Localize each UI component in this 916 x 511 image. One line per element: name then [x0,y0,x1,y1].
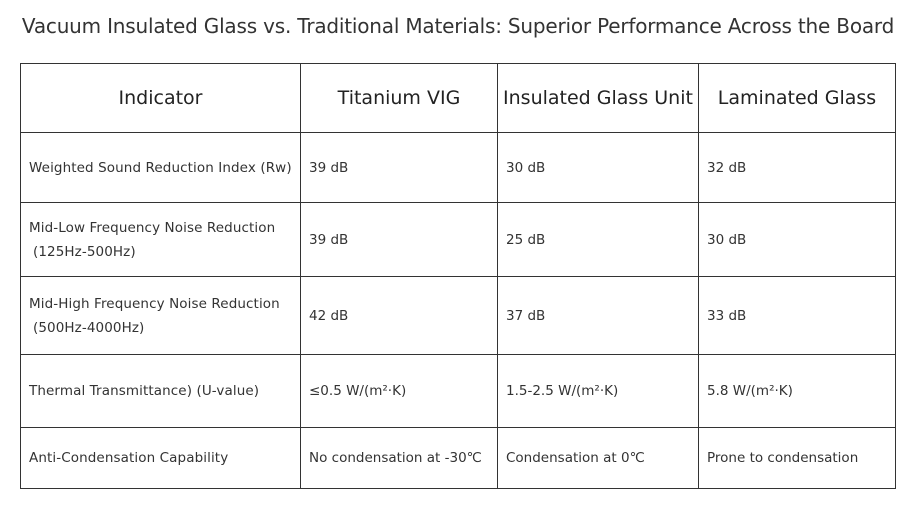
column-header-indicator: Indicator [20,63,301,133]
indicator-label: Mid-High Frequency Noise Reduction [29,295,280,312]
column-header-insulated-glass-unit: Insulated Glass Unit [497,63,699,133]
titanium-vig-value: No condensation at -30℃ [300,427,498,489]
insulated-glass-unit-value: 1.5-2.5 W/(m²·K) [497,354,699,428]
indicator-label: Weighted Sound Reduction Index (Rw) [29,159,292,176]
titanium-vig-value: 42 dB [300,276,498,355]
table-row: Weighted Sound Reduction Index (Rw) 39 d… [20,132,896,203]
indicator-cell: Mid-High Frequency Noise Reduction (500H… [20,276,301,355]
indicator-sublabel: (500Hz-4000Hz) [33,319,145,336]
insulated-glass-unit-value: 37 dB [497,276,699,355]
titanium-vig-value: 39 dB [300,132,498,203]
indicator-cell: Weighted Sound Reduction Index (Rw) [20,132,301,203]
column-header-titanium-vig: Titanium VIG [300,63,498,133]
indicator-label: Thermal Transmittance) (U-value) [29,383,260,399]
indicator-sublabel: (125Hz-500Hz) [33,243,136,260]
insulated-glass-unit-value: 30 dB [497,132,699,203]
laminated-glass-value: 5.8 W/(m²·K) [698,354,896,428]
table-header-row: Indicator Titanium VIG Insulated Glass U… [20,63,896,133]
indicator-label: Anti-Condensation Capability [29,450,229,466]
insulated-glass-unit-value: 25 dB [497,202,699,277]
table-row: Thermal Transmittance) (U-value) ≤0.5 W/… [20,354,896,428]
table-row: Mid-High Frequency Noise Reduction (500H… [20,276,896,355]
indicator-label: Mid-Low Frequency Noise Reduction [29,219,276,236]
column-header-laminated-glass: Laminated Glass [698,63,896,133]
laminated-glass-value: 32 dB [698,132,896,203]
comparison-table: Indicator Titanium VIG Insulated Glass U… [20,63,896,489]
table-row: Anti-Condensation Capability No condensa… [20,427,896,489]
page-title: Vacuum Insulated Glass vs. Traditional M… [21,14,895,38]
indicator-cell: Anti-Condensation Capability [20,427,301,489]
laminated-glass-value: 33 dB [698,276,896,355]
indicator-cell: Mid-Low Frequency Noise Reduction (125Hz… [20,202,301,277]
laminated-glass-value: 30 dB [698,202,896,277]
laminated-glass-value: Prone to condensation [698,427,896,489]
titanium-vig-value: ≤0.5 W/(m²·K) [300,354,498,428]
insulated-glass-unit-value: Condensation at 0℃ [497,427,699,489]
indicator-cell: Thermal Transmittance) (U-value) [20,354,301,428]
titanium-vig-value: 39 dB [300,202,498,277]
table-row: Mid-Low Frequency Noise Reduction (125Hz… [20,202,896,277]
